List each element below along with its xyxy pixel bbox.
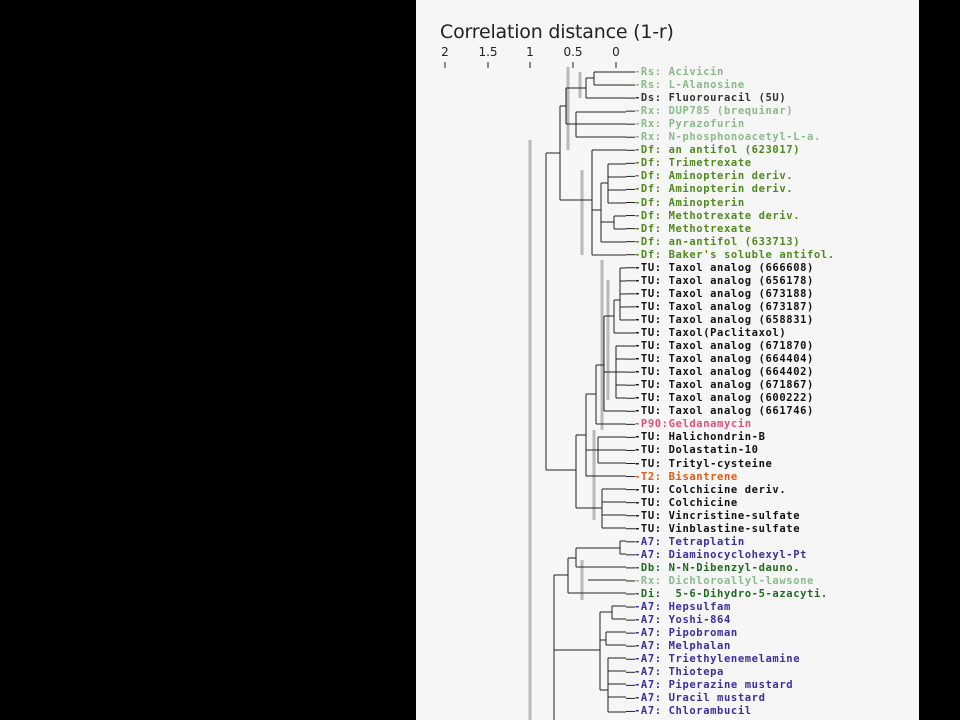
leaf-label: -TU: Taxol analog (673188) <box>634 287 814 300</box>
dendrogram-tree <box>444 62 635 720</box>
leaf-label: -Df: Aminopterin deriv. <box>634 170 794 183</box>
leaf-label: -TU: Taxol analog (600222) <box>634 392 814 405</box>
leaf-label: -TU: Colchicine <box>634 496 738 509</box>
leaf-label: -Db: N-N-Dibenzyl-dauno. <box>634 561 801 574</box>
axis-title: Correlation distance (1-r) <box>440 21 674 43</box>
leaf-label: -Rs: L-Alanosine <box>634 79 745 92</box>
leaf-label: -A7: Hepsulfam <box>634 601 731 614</box>
leaf-label: -A7: Yoshi-864 <box>634 614 731 627</box>
leaf-label: -Df: Methotrexate deriv. <box>634 209 801 222</box>
leaf-label: -A7: Diaminocyclohexyl-Pt <box>634 548 808 561</box>
axis-tick-label: 1 <box>526 45 534 59</box>
leaf-label: -Df: an-antifol (633713) <box>634 235 801 248</box>
leaf-label: -TU: Taxol analog (664402) <box>634 366 814 379</box>
leaf-label: -Df: Baker's soluble antifol. <box>634 248 835 261</box>
leaf-label: -TU: Taxol analog (673187) <box>634 300 814 313</box>
leaf-label: -A7: Piperazine mustard <box>634 679 794 692</box>
leaf-label: -TU: Trityl-cysteine <box>634 457 773 470</box>
leaf-label: -Df: an antifol (623017) <box>634 144 801 157</box>
leaf-label: -TU: Halichondrin-B <box>634 431 766 444</box>
leaf-label: -Df: Methotrexate <box>634 222 752 235</box>
leaf-label: -TU: Taxol analog (671870) <box>634 340 814 353</box>
leaf-label: -A7: Triethylenemelamine <box>634 653 801 666</box>
leaf-label: -TU: Vinblastine-sulfate <box>634 522 801 535</box>
leaf-label: -Df: Aminopterin <box>634 196 745 209</box>
dendrogram-panel: Correlation distance (1-r) 2 1.5 1 0.5 0… <box>416 0 919 720</box>
leaf-label: -A7: Tetraplatin <box>634 535 745 548</box>
leaf-label: -A7: Uracil mustard <box>634 692 766 705</box>
leaf-label: -P90:Geldanamycin <box>634 418 752 431</box>
leaf-label: -Rx: Dichloroallyl-lawsone <box>634 574 814 587</box>
leaf-label: -TU: Taxol analog (671867) <box>634 379 814 392</box>
leaf-label: -Df: Trimetrexate <box>634 157 752 170</box>
leaf-label: -Di: 5-6-Dihydro-5-azacyti. <box>634 588 828 600</box>
leaf-label: -TU: Taxol analog (666608) <box>634 261 814 274</box>
leaf-label: -A7: Pipobroman <box>634 627 738 640</box>
axis-tick-label: 2 <box>441 45 449 59</box>
leaf-label: -TU: Vincristine-sulfate <box>634 509 801 522</box>
leaf-label: -A7: Thiotepa <box>634 666 724 679</box>
leaf-label: -TU: Taxol analog (658831) <box>634 313 814 326</box>
leaf-label: -Ds: Fluorouracil (5U) <box>634 92 787 105</box>
leaf-label: -Df: Aminopterin deriv. <box>634 183 794 196</box>
leaf-label: -TU: Taxol analog (664404) <box>634 353 814 366</box>
leaf-label: -A7: Chlorambucil <box>634 705 752 718</box>
leaf-label: -TU: Taxol analog (656178) <box>634 274 814 287</box>
axis-tick-label: 0.5 <box>563 45 583 59</box>
leaf-label: -TU: Taxol(Paclitaxol) <box>634 327 787 339</box>
leaf-label: -TU: Dolastatin-10 <box>634 444 759 457</box>
leaf-label: -Rx: N-phosphonoacetyl-L-a. <box>634 131 821 144</box>
leaf-label: -Rs: Acivicin <box>634 66 724 78</box>
axis-tick-label: 1.5 <box>478 45 498 59</box>
leaf-label: -Rx: DUP785 (brequinar) <box>634 105 794 118</box>
leaf-label: -T2: Bisantrene <box>634 470 738 483</box>
leaf-label: -TU: Taxol analog (661746) <box>634 405 814 418</box>
leaf-label: -A7: Melphalan <box>634 640 731 653</box>
leaf-label: -Rx: Pyrazofurin <box>634 118 745 131</box>
leaf-label: -TU: Colchicine deriv. <box>634 483 787 496</box>
axis-tick-label: 0 <box>612 45 620 59</box>
